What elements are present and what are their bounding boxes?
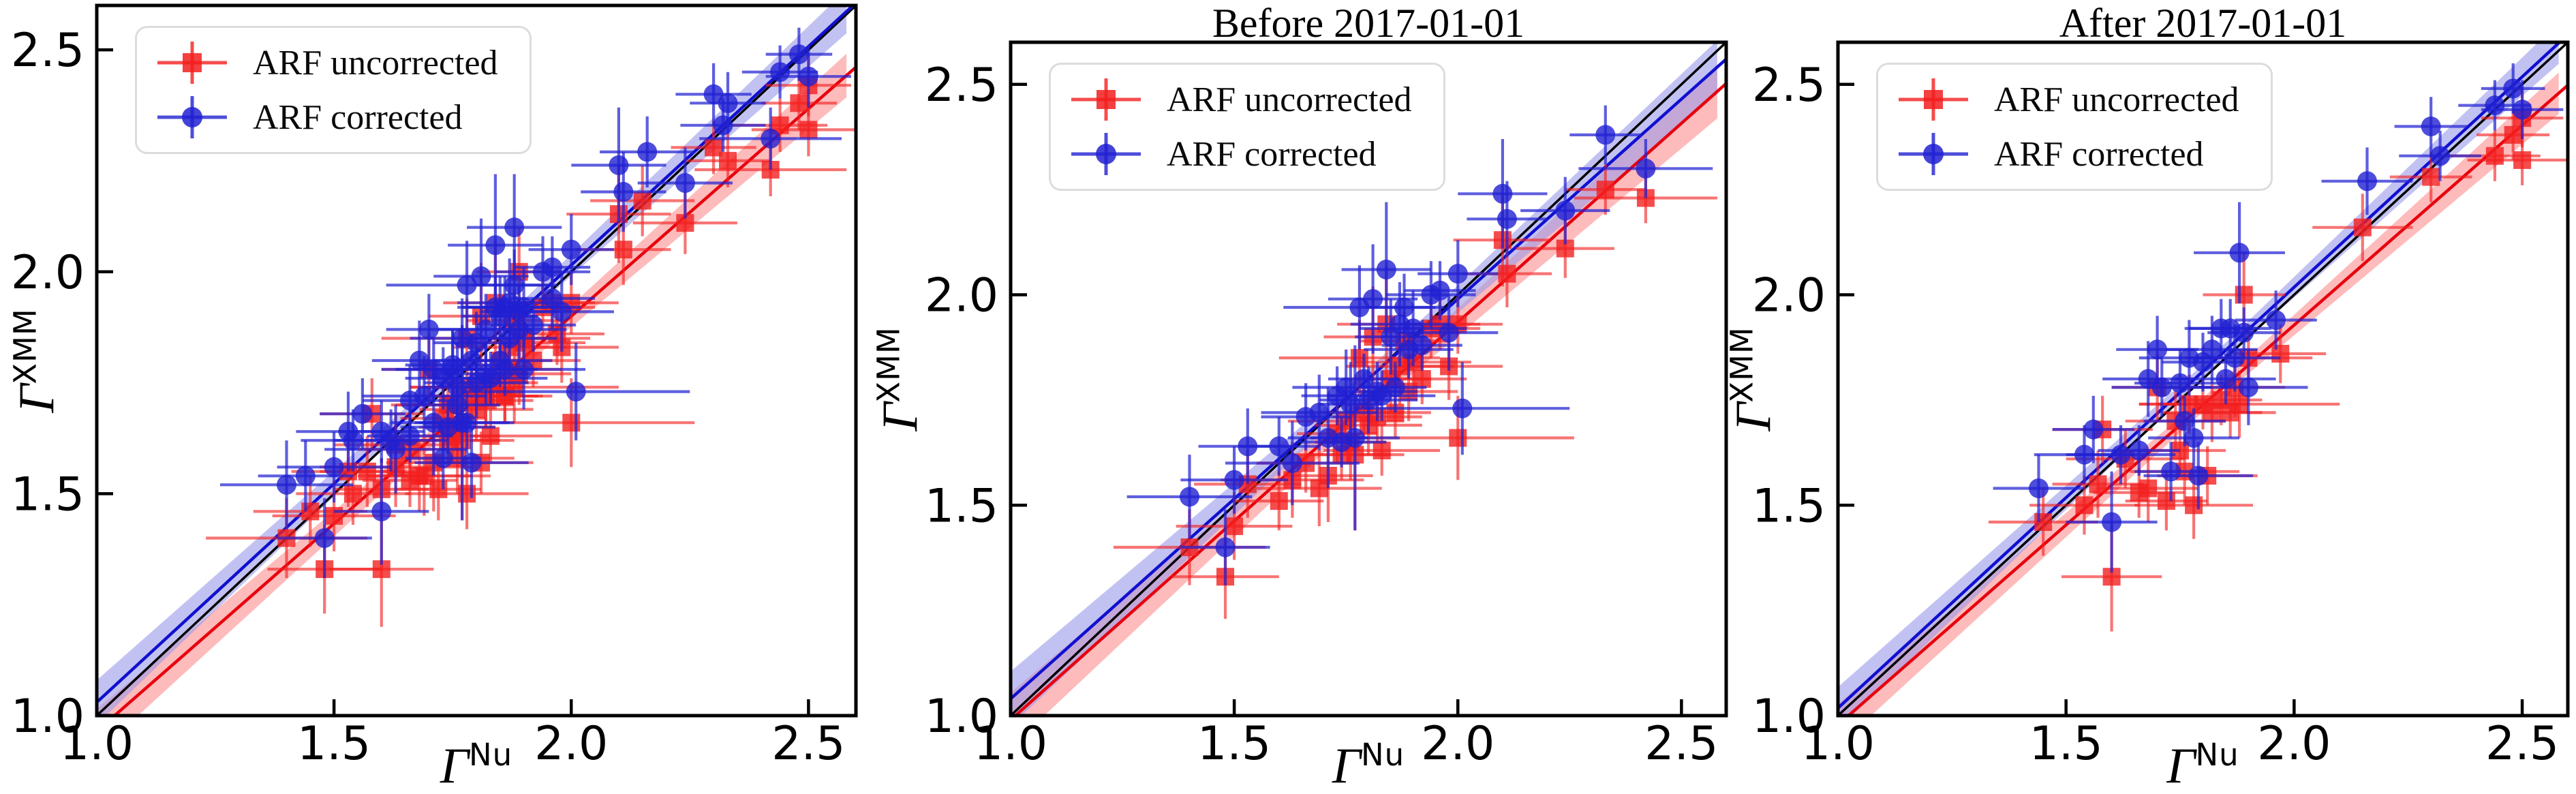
legend: ARF uncorrected ARF corrected bbox=[1876, 63, 2273, 191]
x-tick-label: 1.0 bbox=[974, 717, 1047, 771]
x-tick-label: 2.0 bbox=[534, 717, 608, 771]
legend-item-uncorrected: ARF uncorrected bbox=[152, 39, 498, 87]
red-square-errorbar-icon bbox=[157, 42, 227, 84]
plot-area bbox=[97, 5, 856, 716]
plot-spines bbox=[1009, 40, 1728, 718]
y-tick-label: 2.5 bbox=[11, 24, 85, 78]
legend-item-corrected: ARF corrected bbox=[1893, 130, 2239, 178]
legend-label: ARF corrected bbox=[253, 97, 463, 137]
legend-item-uncorrected: ARF uncorrected bbox=[1893, 76, 2239, 123]
legend-label: ARF corrected bbox=[1994, 134, 2204, 174]
y-axis-label: ΓXMM bbox=[7, 308, 65, 413]
x-axis-label: ΓNu bbox=[440, 737, 513, 794]
x-tick-label: 1.5 bbox=[2029, 717, 2103, 771]
y-tick-label: 1.5 bbox=[11, 468, 85, 521]
x-tick-label: 1.5 bbox=[1197, 717, 1271, 771]
plot-spines bbox=[95, 3, 858, 718]
y-tick-label: 2.0 bbox=[1752, 269, 1826, 323]
panel-after-2017: After 2017-01-01 ARF uncorrected ARF cor… bbox=[1724, 1, 2568, 794]
x-tick-label: 2.0 bbox=[1421, 717, 1494, 771]
axis-ticks: 1.0 1.5 2.0 2.5 1.0 1.5 2.0 2.5 bbox=[925, 59, 1719, 771]
y-tick-label: 2.0 bbox=[925, 269, 998, 323]
y-tick-label: 2.5 bbox=[1752, 59, 1826, 112]
blue-circle-errorbar-icon bbox=[157, 96, 227, 138]
legend-item-corrected: ARF corrected bbox=[152, 93, 498, 141]
legend-label: ARF corrected bbox=[1167, 134, 1377, 174]
legend-label: ARF uncorrected bbox=[1167, 80, 1412, 119]
y-tick-label: 1.5 bbox=[925, 479, 998, 533]
legend-item-corrected: ARF corrected bbox=[1066, 130, 1412, 178]
x-tick-label: 2.5 bbox=[2485, 717, 2559, 771]
series-corrected-markers bbox=[2029, 78, 2532, 532]
y-tick-label: 1.5 bbox=[1752, 479, 1826, 533]
plot-area bbox=[1838, 42, 2568, 716]
y-tick-label: 1.0 bbox=[1752, 690, 1826, 744]
series-corrected-markers bbox=[277, 44, 818, 548]
legend-item-uncorrected: ARF uncorrected bbox=[1066, 76, 1412, 123]
y-tick-label: 2.5 bbox=[925, 59, 998, 112]
y-tick-label: 1.0 bbox=[11, 690, 85, 744]
y-axis-label: ΓXMM bbox=[870, 326, 929, 431]
x-tick-label: 1.0 bbox=[1801, 717, 1875, 771]
series-corrected-markers bbox=[1180, 125, 1656, 558]
red-square-errorbar-icon bbox=[1071, 78, 1141, 121]
panel-title: After 2017-01-01 bbox=[2059, 1, 2347, 46]
axis-ticks: 1.0 1.5 2.0 2.5 1.0 1.5 2.0 2.5 bbox=[1752, 59, 2559, 771]
legend: ARF uncorrected ARF corrected bbox=[135, 26, 532, 154]
panel-all-data: ARF uncorrected ARF corrected ΓNu ΓXMM bbox=[7, 5, 856, 794]
axis-ticks: 1.0 1.5 2.0 2.5 1.0 1.5 2.0 2.5 bbox=[11, 24, 846, 771]
panel-before-2017: Before 2017-01-01 ARF uncorrected ARF co… bbox=[871, 1, 1726, 794]
x-tick-label: 1.5 bbox=[297, 717, 371, 771]
y-tick-label: 1.0 bbox=[925, 690, 998, 744]
x-tick-label: 1.0 bbox=[60, 717, 134, 771]
plot-area bbox=[1011, 42, 1726, 716]
legend-label: ARF uncorrected bbox=[1994, 80, 2239, 119]
x-tick-label: 2.5 bbox=[771, 717, 845, 771]
panel-title: Before 2017-01-01 bbox=[1212, 1, 1525, 46]
x-axis-label: ΓNu bbox=[1332, 737, 1405, 794]
red-square-errorbar-icon bbox=[1899, 78, 1968, 121]
y-axis-label: ΓXMM bbox=[1723, 326, 1782, 431]
blue-circle-errorbar-icon bbox=[1071, 133, 1141, 175]
x-tick-label: 2.0 bbox=[2257, 717, 2331, 771]
legend: ARF uncorrected ARF corrected bbox=[1049, 63, 1445, 191]
legend-label: ARF uncorrected bbox=[253, 43, 498, 82]
blue-circle-errorbar-icon bbox=[1899, 133, 1968, 175]
plot-spines bbox=[1836, 40, 2570, 718]
x-axis-label: ΓNu bbox=[2166, 737, 2239, 794]
y-tick-label: 2.0 bbox=[11, 246, 85, 300]
x-tick-label: 2.5 bbox=[1644, 717, 1718, 771]
